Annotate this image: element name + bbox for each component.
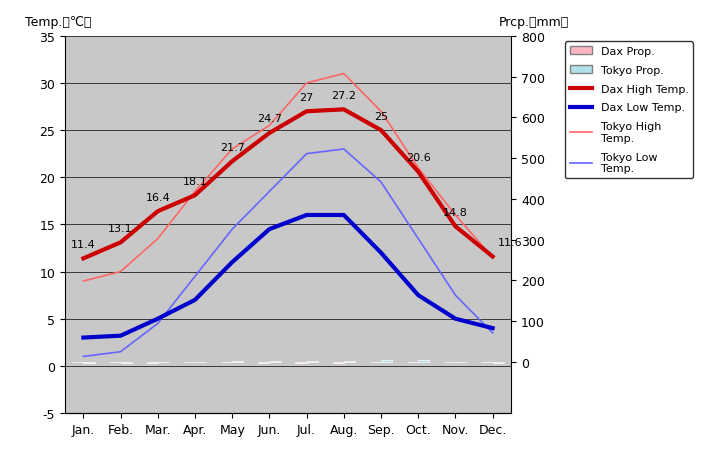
Bar: [232, 361, 243, 362]
Bar: [307, 361, 318, 362]
Bar: [418, 360, 429, 362]
Text: Temp.（℃）: Temp.（℃）: [24, 16, 91, 29]
Bar: [121, 362, 132, 363]
Text: 21.7: 21.7: [220, 142, 245, 152]
Text: 13.1: 13.1: [108, 224, 133, 233]
Bar: [258, 362, 269, 363]
Bar: [147, 362, 158, 363]
Bar: [84, 362, 94, 363]
Text: 16.4: 16.4: [145, 192, 170, 202]
Bar: [295, 362, 307, 363]
Text: 11.4: 11.4: [71, 240, 96, 249]
Text: Prcp.（mm）: Prcp.（mm）: [499, 16, 570, 29]
Text: 24.7: 24.7: [257, 114, 282, 124]
Text: 25: 25: [374, 112, 388, 121]
Bar: [269, 361, 281, 362]
Text: 27.2: 27.2: [331, 91, 356, 101]
Legend: Dax Prop., Tokyo Prop., Dax High Temp., Dax Low Temp., Tokyo High
Temp., Tokyo L: Dax Prop., Tokyo Prop., Dax High Temp., …: [565, 42, 693, 179]
Bar: [492, 362, 504, 363]
Bar: [344, 361, 355, 362]
Text: 27: 27: [300, 93, 314, 102]
Text: 11.6: 11.6: [498, 237, 523, 247]
Text: 14.8: 14.8: [443, 207, 468, 218]
Bar: [333, 362, 343, 363]
Text: 18.1: 18.1: [183, 176, 207, 186]
Text: 20.6: 20.6: [406, 153, 431, 163]
Bar: [381, 360, 392, 362]
